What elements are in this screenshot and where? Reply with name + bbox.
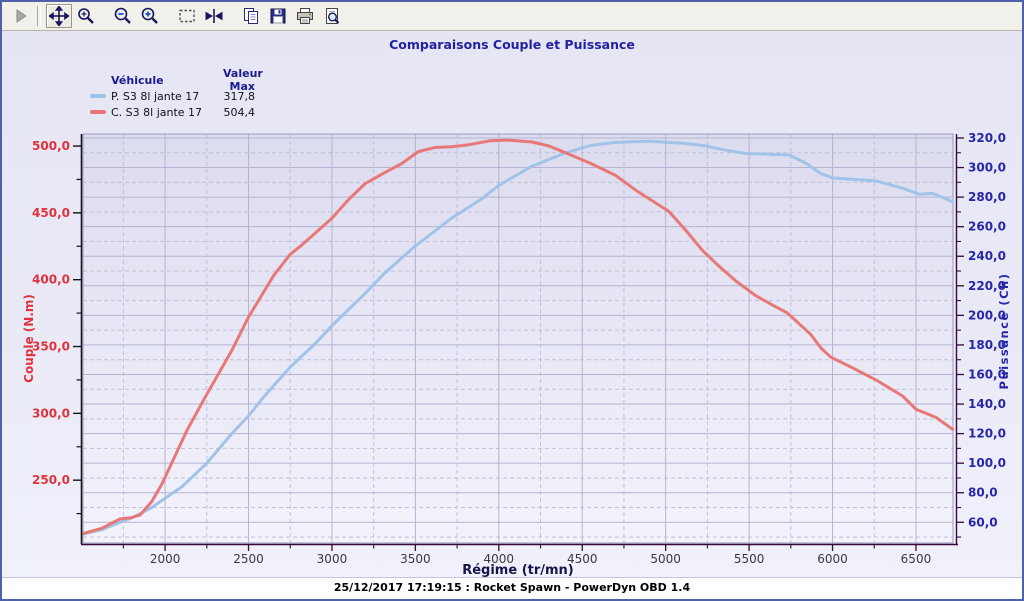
power-curve <box>81 139 955 536</box>
toolbar-separator <box>37 6 41 26</box>
fit-width-button[interactable] <box>201 4 227 28</box>
power-series-swatch <box>90 94 106 98</box>
svg-text:5500: 5500 <box>734 552 765 566</box>
legend-row-torque: C. S3 8l jante 17 504,4 <box>90 104 255 120</box>
svg-text:3500: 3500 <box>400 552 431 566</box>
legend-row-power: P. S3 8l jante 17 317,8 <box>90 88 255 104</box>
svg-text:200,0: 200,0 <box>968 308 1006 322</box>
svg-text:3000: 3000 <box>317 552 348 566</box>
power-series-name: P. S3 8l jante 17 <box>111 89 200 103</box>
status-bar: 25/12/2017 17:19:15 : Rocket Spawn - Pow… <box>2 577 1022 599</box>
legend: Véhicule Valeur Max P. S3 8l jante 17 31… <box>90 67 263 120</box>
svg-text:180,0: 180,0 <box>968 338 1006 352</box>
save-button[interactable] <box>265 4 291 28</box>
toolbar <box>2 2 1022 31</box>
svg-text:80,0: 80,0 <box>968 486 998 500</box>
pan-button[interactable] <box>46 4 72 28</box>
svg-text:6500: 6500 <box>901 552 932 566</box>
torque-curve <box>81 138 955 536</box>
svg-text:350,0: 350,0 <box>32 340 70 354</box>
svg-text:280,0: 280,0 <box>968 190 1006 204</box>
chart-title: Comparaisons Couple et Puissance <box>389 37 635 52</box>
svg-text:160,0: 160,0 <box>968 367 1006 381</box>
print-preview-button[interactable] <box>319 4 345 28</box>
svg-text:60,0: 60,0 <box>968 515 998 529</box>
svg-text:4000: 4000 <box>484 552 515 566</box>
svg-text:500,0: 500,0 <box>32 139 70 153</box>
svg-text:120,0: 120,0 <box>968 427 1006 441</box>
svg-text:450,0: 450,0 <box>32 206 70 220</box>
torque-series-max: 504,4 <box>223 105 256 119</box>
svg-text:300,0: 300,0 <box>32 406 70 420</box>
plot-background <box>83 134 953 543</box>
copy-button[interactable] <box>238 4 264 28</box>
svg-text:300,0: 300,0 <box>968 161 1006 175</box>
svg-text:140,0: 140,0 <box>968 397 1006 411</box>
print-button[interactable] <box>292 4 318 28</box>
status-text: 25/12/2017 17:19:15 : Rocket Spawn - Pow… <box>333 581 691 594</box>
svg-text:240,0: 240,0 <box>968 249 1006 263</box>
legend-header-vehicle: Véhicule <box>111 73 164 87</box>
chart-area: 250,0 300,0 350,0 400,0 450,0 500,0 Couple (N.… <box>2 31 1022 578</box>
svg-text:6000: 6000 <box>817 552 848 566</box>
power-series-max: 317,8 <box>223 89 256 103</box>
zoom-in-button[interactable] <box>137 4 163 28</box>
svg-text:320,0: 320,0 <box>968 131 1006 145</box>
svg-text:220,0: 220,0 <box>968 279 1006 293</box>
svg-text:400,0: 400,0 <box>32 273 70 287</box>
svg-text:100,0: 100,0 <box>968 456 1006 470</box>
svg-text:4500: 4500 <box>567 552 598 566</box>
legend-header-value: Valeur Max <box>223 67 263 93</box>
svg-text:Régime (tr/mn): Régime (tr/mn) <box>462 563 574 578</box>
torque-series-swatch <box>90 110 106 114</box>
svg-text:2500: 2500 <box>233 552 264 566</box>
torque-series-name: C. S3 8l jante 17 <box>111 105 203 119</box>
svg-text:Puissance (Ch): Puissance (Ch) <box>997 273 1011 390</box>
plot-canvas[interactable]: 250,0 300,0 350,0 400,0 450,0 500,0 Couple (N.… <box>2 31 1024 580</box>
play-icon <box>11 6 31 26</box>
zoom-out-button[interactable] <box>110 4 136 28</box>
svg-text:260,0: 260,0 <box>968 220 1006 234</box>
legend-header: Véhicule Valeur Max <box>90 67 263 93</box>
svg-text:5000: 5000 <box>650 552 681 566</box>
select-region-button[interactable] <box>174 4 200 28</box>
svg-text:250,0: 250,0 <box>32 473 70 487</box>
svg-text:Couple (N.m): Couple (N.m) <box>22 294 36 383</box>
zoom-mode-button[interactable] <box>73 4 99 28</box>
svg-text:2000: 2000 <box>150 552 181 566</box>
